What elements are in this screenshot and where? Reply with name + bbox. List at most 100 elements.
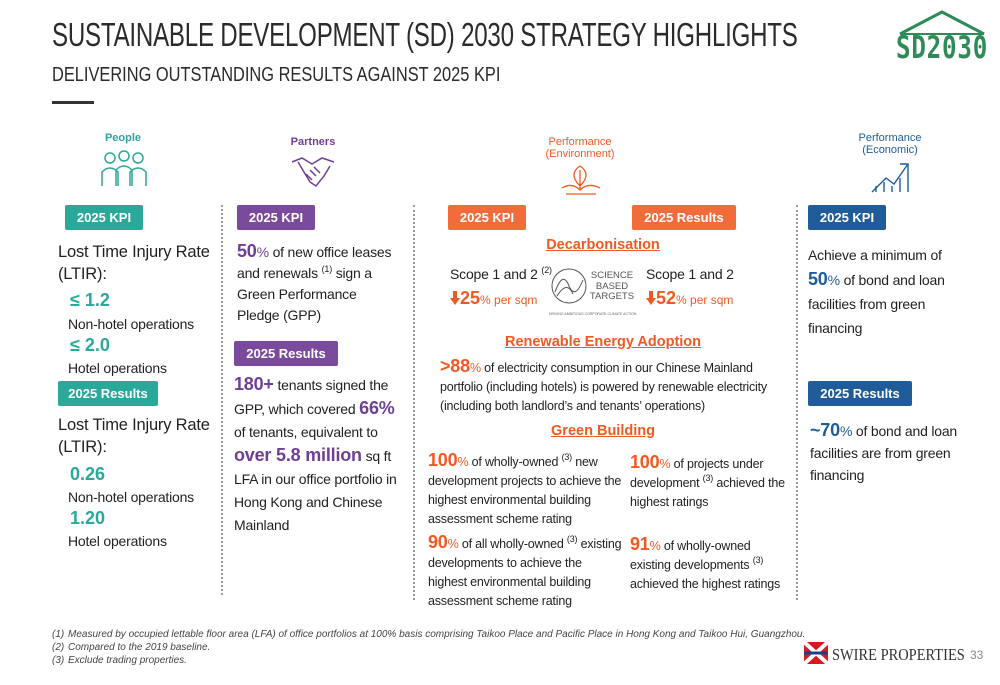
kpi-value: ≤ 2.0 [70,335,110,355]
kpi-badge: 2025 KPI [808,205,886,230]
item-unit: % [649,539,661,553]
item-text: new development projects to achieve the … [428,455,622,526]
kpi-value: 25 [460,288,481,308]
kpi-value: 50 [237,241,257,261]
column-separator [796,205,798,600]
item-value: 100 [428,450,458,470]
results-badge: 2025 Results [632,205,736,230]
category-label-line: (Environment) [545,148,615,160]
item-text: existing developments to achieve the hig… [428,537,622,608]
section-heading: Renewable Energy Adoption [504,334,702,350]
page-number: 33 [970,648,984,662]
footnote-ref: (3) [566,534,578,544]
footnotes: (1) Measured by occupied lettable floor a… [52,628,805,667]
renewable-value: >88 [440,356,470,376]
category-label: Performance (Economic) [850,132,930,156]
handshake-icon [291,157,335,188]
renewable-description: of electricity consumption in our Chines… [440,361,767,413]
footnote-ref: (2) [541,265,552,275]
swire-logo-mark [804,642,828,664]
results-value: over 5.8 million [234,445,362,465]
green-building-item: 100% of projects under development (3) a… [630,453,790,512]
column-separator [221,205,223,595]
kpi-description: of new office leases and renewals [237,244,392,281]
kpi-unit: % [256,244,269,260]
footnote-marker: (1) [52,629,65,640]
results-value: 180+ [234,374,274,394]
results-description: of bond and loan facilities are from gre… [810,423,958,483]
category-label-line: Performance [858,132,922,144]
results-value: 0.26 [70,464,106,484]
footnote: (1) Measured by occupied lettable floor a… [52,628,805,641]
scope-label: Scope 1 and 2 [646,266,734,282]
results-label: Hotel operations [68,533,167,549]
results-description: tenants signed the GPP, which covered [234,377,389,417]
results-unit: % per sqm [676,293,734,307]
people-icon [101,150,147,186]
item-unit: % [447,537,459,551]
sbti-logo [551,268,587,304]
scope-label: Scope 1 and 2 (2) [450,264,552,285]
footnote-marker: (3) [52,655,65,666]
footnote-ref: (3) [561,452,573,462]
kpi-badge: 2025 KPI [448,205,526,230]
item-unit: % [659,457,671,471]
kpi-description: sign a Green Performance Pledge (GPP) [237,265,372,323]
results-metric: Lost Time Injury Rate (LTIR): [58,416,210,456]
results-value: 52 [656,288,677,308]
green-building-item: 91% of wholly-owned existing development… [630,535,792,594]
column-separator [413,205,415,600]
category-label: Partners [290,136,336,148]
results-description: of tenants, equivalent to [234,424,378,440]
results-value: 66% [359,398,395,418]
footnote: (2) Compared to the 2019 baseline. [52,641,805,654]
kpi-badge: 2025 KPI [237,205,315,230]
category-label-line: (Economic) [862,144,918,156]
sbti-tagline: DRIVING AMBITIOUS CORPORATE CLIMATE ACTI… [549,312,637,316]
item-value: 90 [428,532,448,552]
item-text: achieved the highest ratings [630,577,781,591]
title: SUSTAINABLE DEVELOPMENT (SD) 2030 STRATE… [52,16,798,53]
kpi-unit: % [827,272,840,288]
kpi-value: ≤ 1.2 [70,290,110,310]
environment-icon [561,165,601,195]
category-label: Performance (Environment) [540,136,620,160]
results-badge: 2025 Results [58,381,158,406]
section-heading: Decarbonisation [546,237,660,253]
section-heading: Green Building [551,423,655,439]
kpi-description: Achieve a minimum of [808,247,942,263]
kpi-label: Non-hotel operations [68,316,194,332]
footnote-ref: (1) [321,264,333,274]
title-rule [52,101,94,104]
down-arrow [450,291,460,305]
footnote-marker: (2) [52,642,65,653]
item-text: of all wholly-owned [461,537,564,551]
results-value: ~70 [810,420,840,440]
results-text: 180+ tenants signed the GPP, which cover… [234,373,406,537]
footnote-ref: (3) [702,473,714,483]
kpi-text: 50% of new office leases and renewals (1… [237,241,402,326]
category-label: People [104,132,142,144]
sbti-line: TARGETS [589,291,635,302]
item-text: achieved the highest ratings [630,476,785,509]
item-text: of wholly-owned [471,455,559,469]
sd-logo-text: SD2030 [896,30,989,66]
item-text: of wholly-owned existing developments [630,539,751,572]
renewable-text: >88% of electricity consumption in our C… [440,357,780,416]
kpi-label: Hotel operations [68,360,167,376]
kpi-reduction: 25% per sqm [450,288,537,309]
kpi-value: 50 [808,269,828,289]
economic-icon [871,163,909,193]
category-label-line: Performance [548,136,612,148]
item-value: 91 [630,534,650,554]
results-unit: % [839,423,853,439]
sbti-line: BASED [595,280,629,292]
sd-logo-roof [899,10,985,36]
green-building-item: 100% of wholly-owned (3) new development… [428,451,622,529]
subtitle: DELIVERING OUTSTANDING RESULTS AGAINST 2… [52,64,501,86]
kpi-description: of bond and loan facilities from green f… [808,272,945,336]
footnote: (3) Exclude trading properties. [52,654,805,667]
kpi-unit: % per sqm [480,293,538,307]
